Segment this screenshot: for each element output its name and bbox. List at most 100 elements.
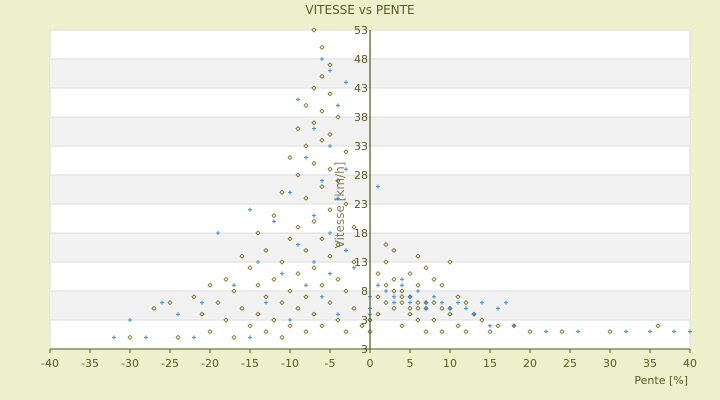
data-point-diamond (375, 271, 381, 277)
data-point-diamond (287, 155, 293, 161)
data-point-plus (256, 260, 260, 264)
data-point-plus (328, 271, 332, 276)
data-point-plus (176, 312, 180, 317)
data-point-diamond (311, 27, 317, 33)
y-tick-label: 13 (354, 256, 368, 269)
x-tick-label: 10 (443, 357, 457, 370)
data-point-diamond (655, 323, 661, 329)
data-point-diamond (407, 311, 413, 317)
data-point-diamond (383, 300, 389, 306)
data-point-diamond (295, 224, 301, 230)
data-point-diamond (319, 282, 325, 288)
data-point-plus (384, 289, 388, 293)
data-point-diamond (399, 323, 405, 329)
data-point-diamond (303, 294, 309, 300)
x-axis-label: Pente [%] (634, 374, 688, 387)
data-point-diamond (335, 242, 341, 248)
y-tick-label: 3 (361, 314, 368, 327)
data-point-diamond (343, 329, 349, 335)
data-point-plus (464, 306, 468, 311)
data-point-diamond (391, 288, 397, 294)
data-point-diamond (263, 329, 269, 335)
data-point-plus (160, 300, 164, 305)
data-point-plus (376, 184, 380, 189)
x-tick-label: -35 (81, 357, 99, 370)
data-point-plus (192, 335, 196, 340)
data-point-diamond (319, 184, 325, 190)
x-tick-label: 20 (523, 357, 537, 370)
data-point-diamond (207, 282, 213, 288)
data-point-plus (312, 213, 316, 218)
data-point-diamond (375, 311, 381, 317)
data-point-diamond (319, 108, 325, 114)
data-point-diamond (327, 62, 333, 68)
y-tick-label: 48 (354, 53, 368, 66)
y-tick-label: 43 (354, 82, 368, 95)
data-point-plus (480, 300, 484, 305)
data-point-diamond (463, 329, 469, 335)
data-point-diamond (399, 294, 405, 300)
x-tick-label: -25 (161, 357, 179, 370)
data-point-plus (344, 248, 348, 253)
data-point-diamond (231, 288, 237, 294)
data-point-diamond (303, 247, 309, 253)
data-point-plus (544, 329, 548, 334)
x-tick-label: -20 (201, 357, 219, 370)
data-point-diamond (407, 305, 413, 311)
data-point-plus (144, 335, 148, 340)
x-tick-label: -15 (241, 357, 259, 370)
data-point-diamond (343, 288, 349, 294)
data-point-diamond (351, 224, 357, 230)
data-point-plus (424, 306, 428, 311)
data-point-plus (392, 294, 396, 299)
data-point-plus (336, 312, 340, 317)
data-point-diamond (295, 271, 301, 277)
data-point-diamond (415, 300, 421, 306)
data-point-diamond (327, 253, 333, 259)
y-tick-label: 53 (354, 24, 368, 37)
x-tick-label: -30 (121, 357, 139, 370)
data-point-plus (312, 260, 316, 264)
data-point-diamond (415, 282, 421, 288)
data-point-diamond (431, 300, 437, 306)
data-point-plus (576, 329, 580, 334)
data-point-diamond (263, 247, 269, 253)
data-point-plus (496, 306, 500, 311)
data-point-plus (272, 219, 276, 224)
data-point-plus (408, 294, 412, 299)
x-tick-label: -10 (281, 357, 299, 370)
data-point-diamond (607, 329, 613, 335)
data-point-diamond (359, 323, 365, 329)
data-point-plus (672, 329, 676, 334)
data-point-diamond (279, 259, 285, 265)
data-point-plus (344, 80, 348, 85)
data-point-diamond (311, 160, 317, 166)
data-point-plus (304, 155, 308, 160)
data-point-plus (648, 329, 652, 334)
data-point-plus (328, 68, 332, 73)
data-point-diamond (231, 334, 237, 340)
data-point-plus (336, 103, 340, 108)
data-point-diamond (319, 137, 325, 143)
data-point-diamond (495, 323, 501, 329)
data-point-diamond (303, 102, 309, 108)
data-point-diamond (223, 276, 229, 282)
data-point-plus (624, 329, 628, 334)
data-point-plus (264, 300, 268, 305)
data-point-plus (392, 300, 396, 305)
data-point-diamond (327, 91, 333, 97)
data-point-plus (128, 318, 132, 322)
data-point-plus (280, 271, 284, 276)
data-point-plus (456, 300, 460, 305)
data-point-diamond (431, 317, 437, 323)
data-point-diamond (399, 300, 405, 306)
data-point-diamond (447, 259, 453, 265)
chart-title: VITESSE vs PENTE (305, 3, 414, 17)
data-point-plus (344, 167, 348, 172)
data-point-plus (112, 335, 116, 340)
data-point-plus (688, 329, 692, 334)
data-point-diamond (311, 85, 317, 91)
data-point-plus (248, 335, 252, 340)
data-point-diamond (311, 218, 317, 224)
